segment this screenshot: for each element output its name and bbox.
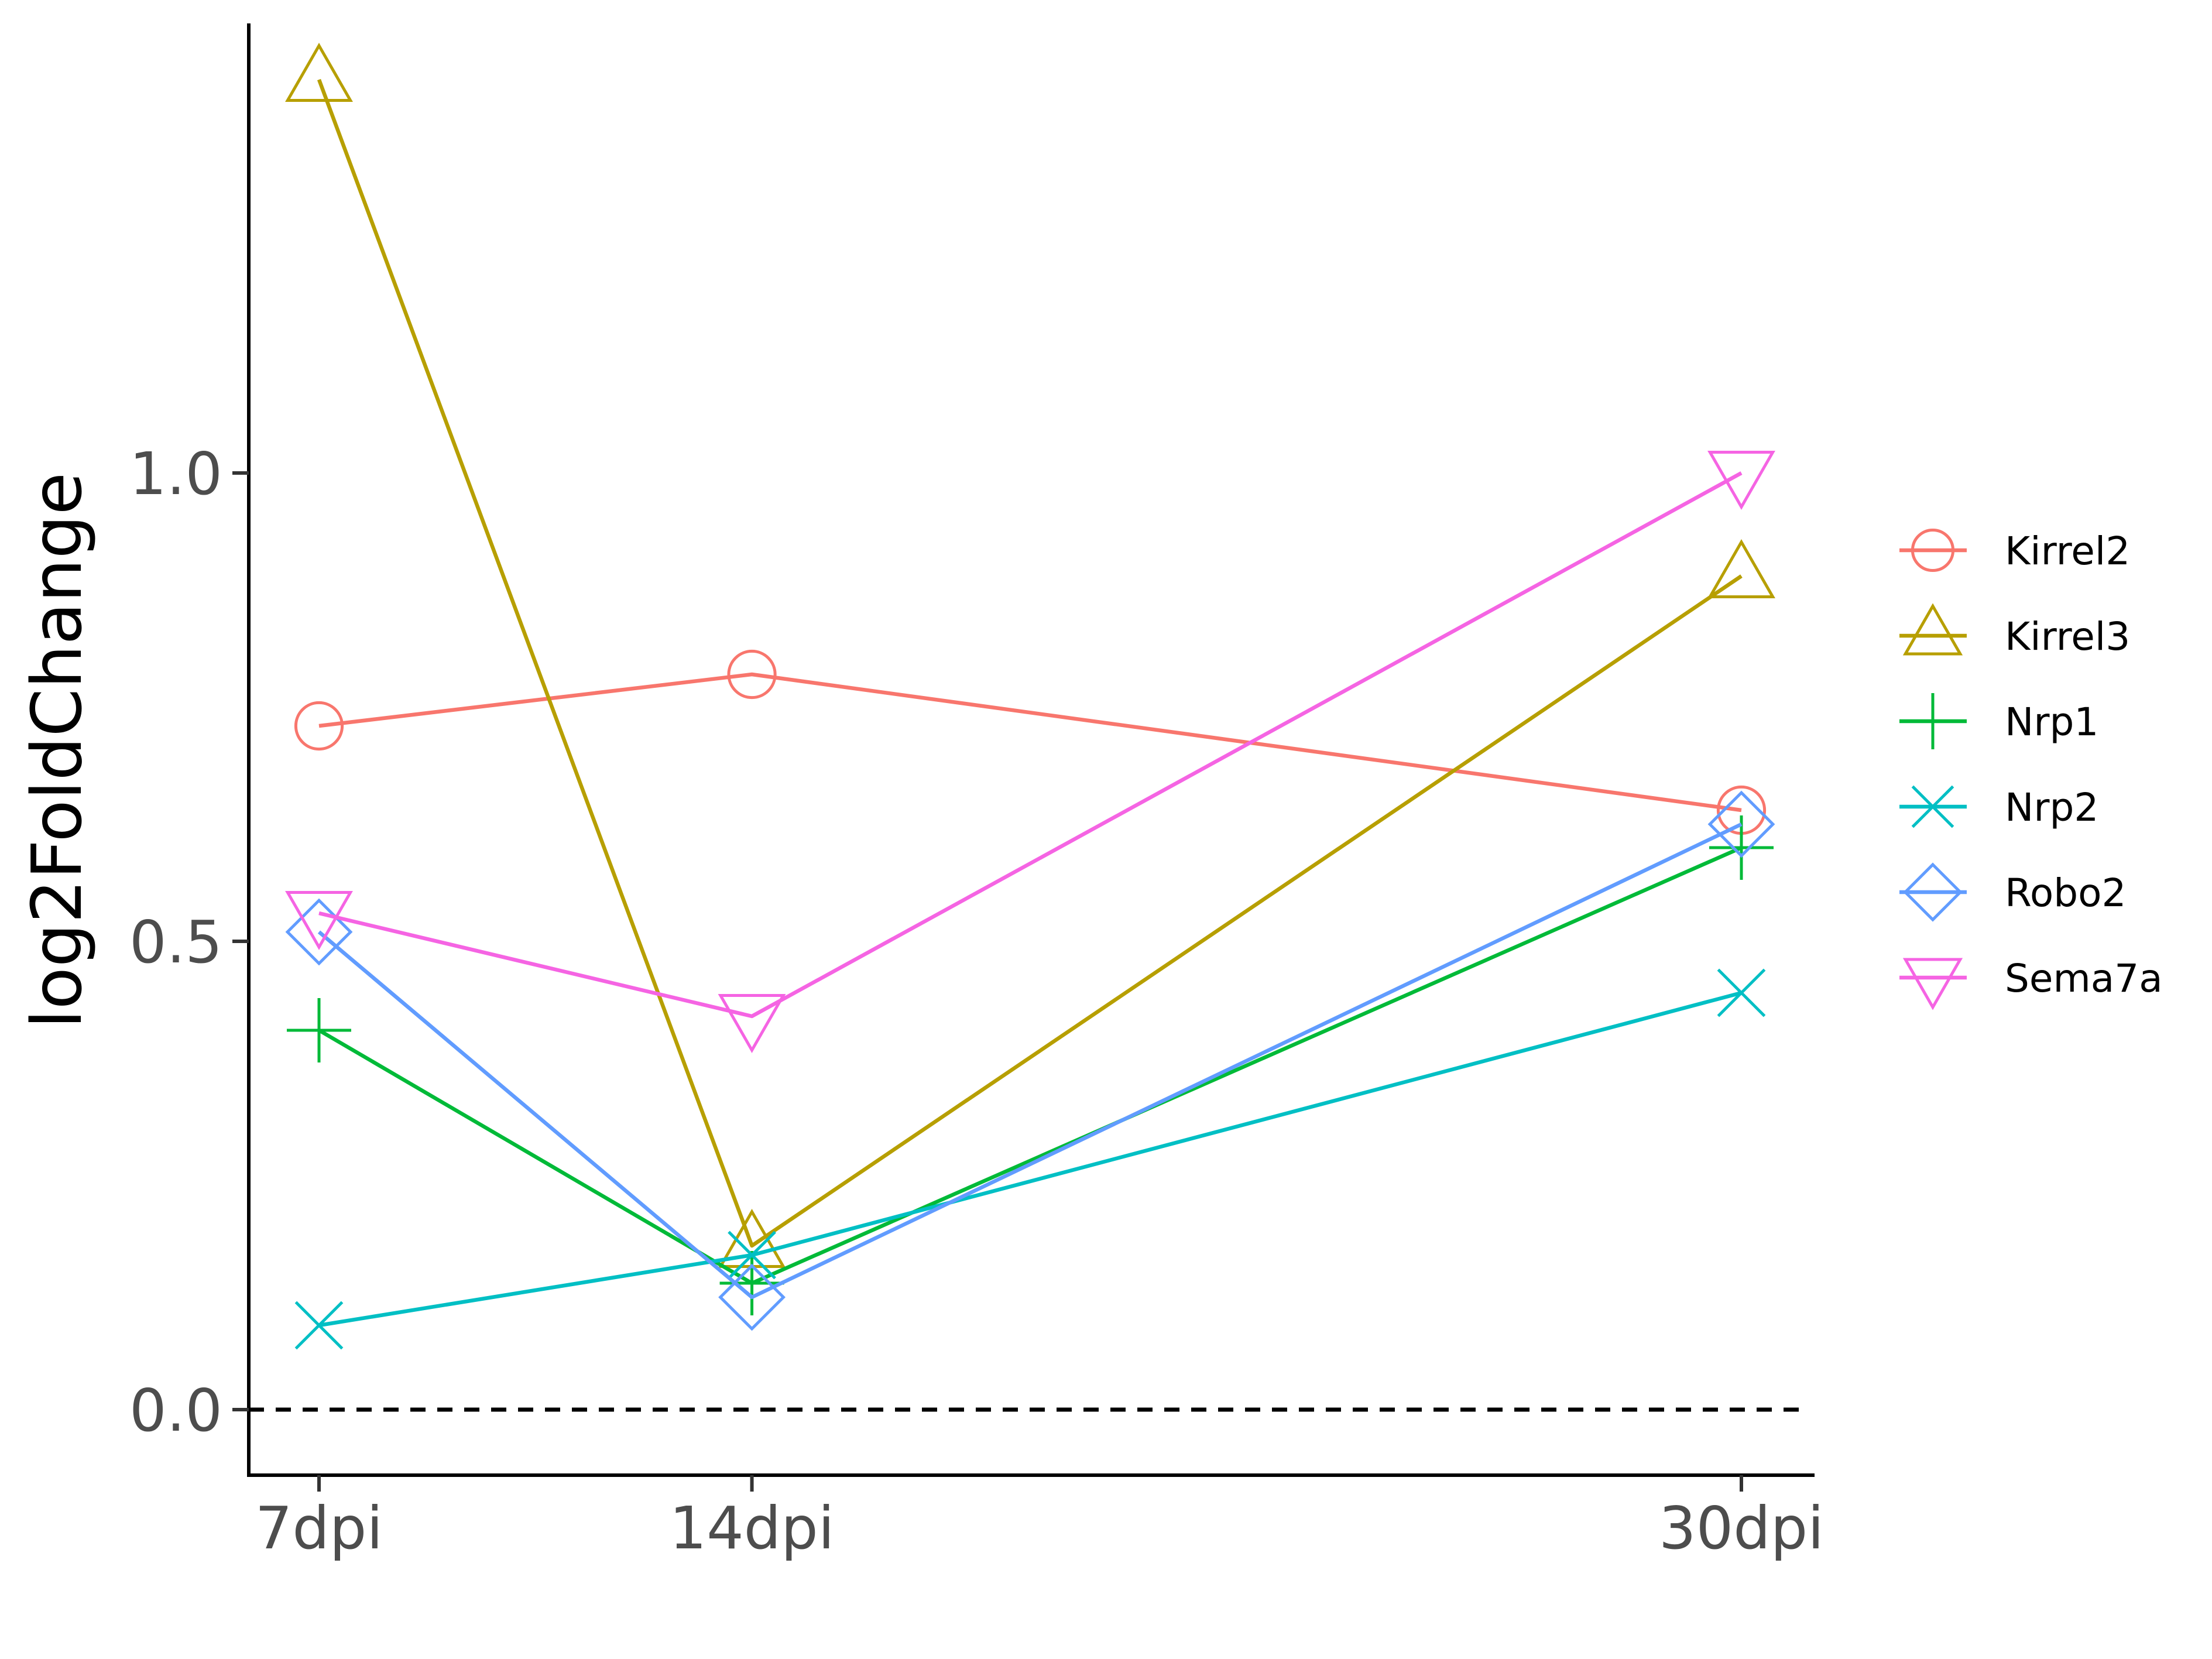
data-point-kirrel2	[727, 649, 777, 700]
series-kirrel3	[285, 43, 1775, 1269]
series-line-kirrel2	[318, 672, 1742, 813]
legend-label: Nrp2	[2005, 785, 2098, 830]
data-point-nrp2	[728, 1230, 776, 1280]
series-nrp2	[294, 968, 1766, 1350]
data-point-sema7a	[1707, 450, 1775, 510]
legend: Kirrel2 Kirrel3 Nrp1 Nrp2 Robo2 Sema7a	[1899, 528, 2163, 1010]
data-point-nrp1	[719, 1251, 784, 1315]
legend-item-nrp2: Nrp2	[1899, 785, 2098, 830]
y-tick-label: 0.5	[129, 908, 222, 976]
legend-label: Sema7a	[2005, 956, 2163, 1001]
data-point-nrp2	[294, 1301, 344, 1350]
series-kirrel2	[294, 649, 1767, 835]
data-point-kirrel2	[294, 701, 344, 751]
legend-label: Nrp1	[2005, 700, 2098, 745]
legend-item-robo2: Robo2	[1899, 862, 2127, 922]
legend-key-marker	[1902, 603, 1963, 656]
legend-label: Robo2	[2005, 870, 2127, 916]
legend-key-marker	[1902, 958, 1963, 1010]
plot-area	[249, 43, 1809, 1412]
series-robo2	[285, 790, 1775, 1331]
y-tick-label: 0.0	[129, 1376, 222, 1445]
x-tick-label: 14dpi	[670, 1494, 835, 1562]
legend-item-kirrel2: Kirrel2	[1899, 528, 2130, 574]
data-point-robo2	[285, 898, 353, 966]
legend-key-marker	[1905, 693, 1961, 749]
y-ticks: 0.0 0.5 1.0	[129, 440, 249, 1445]
data-point-nrp1	[287, 998, 351, 1062]
data-point-kirrel3	[1707, 539, 1775, 599]
y-tick-label: 1.0	[129, 440, 222, 508]
x-ticks: 7dpi 14dpi 30dpi	[255, 1475, 1824, 1562]
data-point-nrp2	[1717, 968, 1766, 1017]
series-sema7a	[285, 450, 1775, 1053]
legend-item-kirrel3: Kirrel3	[1899, 603, 2130, 659]
x-tick-label: 7dpi	[255, 1494, 383, 1562]
legend-key-marker	[1911, 785, 1954, 828]
legend-item-nrp1: Nrp1	[1899, 693, 2098, 749]
data-point-kirrel3	[285, 43, 353, 102]
series-line-sema7a	[318, 471, 1743, 1019]
legend-key-marker	[1903, 862, 1963, 922]
legend-item-sema7a: Sema7a	[1899, 956, 2163, 1010]
data-point-sema7a	[285, 890, 353, 950]
data-point-robo2	[718, 1263, 786, 1331]
legend-key-marker	[1911, 528, 1955, 573]
series-nrp1	[287, 815, 1774, 1315]
x-tick-label: 30dpi	[1659, 1494, 1824, 1562]
legend-label: Kirrel3	[2005, 614, 2130, 659]
series-line-nrp1	[318, 846, 1743, 1286]
axes: 0.0 0.5 1.0 7dpi 14dpi 30dpi	[129, 23, 1824, 1562]
legend-label: Kirrel2	[2005, 529, 2130, 574]
series-line-kirrel3	[317, 78, 1743, 1248]
series-line-robo2	[317, 822, 1743, 1300]
y-axis-title: log2FoldChange	[16, 472, 97, 1029]
data-point-sema7a	[718, 993, 786, 1053]
data-point-robo2	[1707, 790, 1775, 858]
